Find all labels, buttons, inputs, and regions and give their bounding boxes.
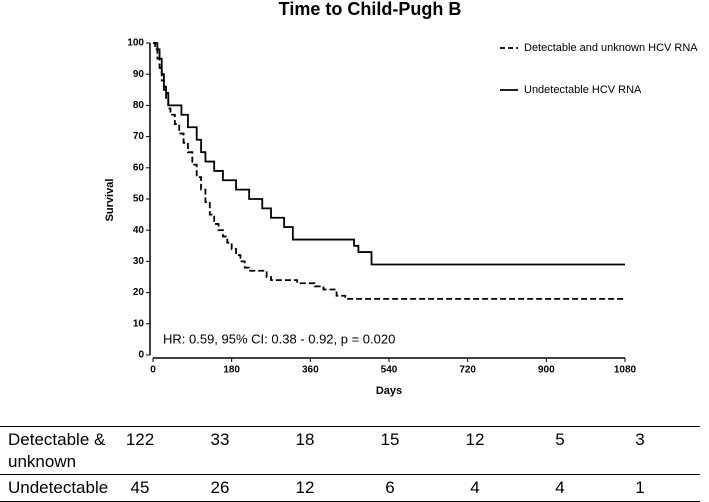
- annotation: HR: 0.59, 95% CI: 0.38 - 0.92, p = 0.020: [163, 331, 395, 346]
- risk-count: 18: [295, 430, 315, 449]
- y-tick-label: 50: [133, 194, 145, 205]
- risk-count: 12: [295, 478, 315, 497]
- y-tick-label: 20: [133, 287, 145, 298]
- risk-count: 4: [470, 478, 480, 497]
- x-tick-label: 900: [538, 365, 555, 376]
- risk-row: Undetectable 45 26 12 6 4 4 1: [0, 474, 700, 501]
- y-tick-label: 60: [133, 162, 145, 173]
- legend-label: Undetectable HCV RNA: [524, 84, 642, 96]
- risk-count: 5: [555, 430, 565, 449]
- risk-count: 45: [130, 478, 150, 497]
- survival-curve: [153, 42, 625, 300]
- risk-count: 1: [635, 478, 645, 497]
- risk-table: Detectable & unknown 122 33 18 15 12 5 3 Undetec…: [0, 426, 700, 502]
- risk-count: 4: [555, 478, 565, 497]
- survival-curve: [153, 42, 625, 266]
- y-tick-label: 90: [133, 69, 145, 80]
- risk-count: 33: [210, 430, 230, 449]
- risk-row: Detectable & unknown 122 33 18 15 12 5 3: [0, 426, 700, 474]
- risk-count: 15: [380, 430, 400, 449]
- y-tick-label: 100: [127, 38, 144, 49]
- risk-count: 12: [465, 430, 485, 449]
- risk-count: 6: [385, 478, 395, 497]
- x-tick-label: 1080: [614, 365, 637, 376]
- x-axis-label: Days: [376, 385, 402, 397]
- row-label: Detectable & unknown: [8, 430, 106, 471]
- x-tick-label: 0: [150, 365, 156, 376]
- risk-count: 26: [210, 478, 230, 497]
- chart-title: Time to Child-Pugh B: [279, 0, 462, 19]
- y-tick-label: 0: [138, 350, 144, 361]
- y-tick-label: 40: [133, 225, 145, 236]
- risk-count: 122: [125, 430, 155, 449]
- chart: Time to Child-Pugh B Survival Days HR: 0…: [104, 0, 698, 397]
- y-tick-label: 10: [133, 318, 145, 329]
- legend-label: Detectable and unknown HCV RNA: [524, 42, 698, 54]
- y-tick-label: 80: [133, 100, 145, 111]
- x-tick-label: 540: [381, 365, 398, 376]
- y-axis-label: Survival: [104, 179, 116, 222]
- y-tick-label: 30: [133, 256, 145, 267]
- x-tick-label: 180: [223, 365, 240, 376]
- row-label: Undetectable: [8, 478, 109, 497]
- y-tick-label: 70: [133, 131, 145, 142]
- x-tick-label: 360: [302, 365, 319, 376]
- x-tick-label: 720: [459, 365, 476, 376]
- risk-count: 3: [635, 430, 645, 449]
